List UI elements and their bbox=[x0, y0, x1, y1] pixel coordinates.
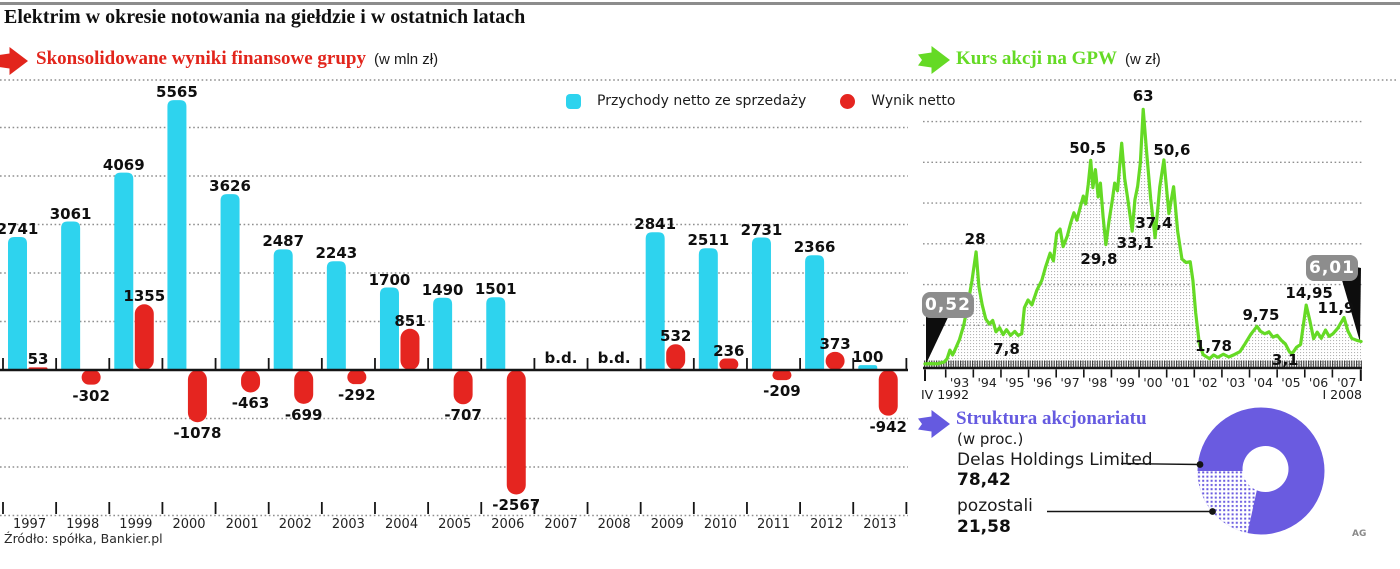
stock-area-fill bbox=[925, 109, 1362, 367]
revenue-bar bbox=[167, 100, 187, 370]
net-bar bbox=[453, 370, 473, 405]
net-bar bbox=[825, 351, 845, 370]
revenue-bar bbox=[114, 172, 134, 370]
revenue-bar bbox=[698, 248, 718, 370]
net-bar bbox=[187, 370, 207, 423]
net-bar bbox=[81, 370, 101, 385]
revenue-bar bbox=[273, 249, 293, 370]
financial-chart-unit: (w mln zł) bbox=[373, 51, 439, 68]
stock-start-badge: 0,52 bbox=[922, 292, 974, 318]
pozostali-connector-dot bbox=[1209, 508, 1216, 515]
net-bar bbox=[772, 370, 792, 381]
ownership-header: Struktura akcjonariatu bbox=[956, 408, 1147, 430]
delas-connector-line bbox=[1120, 462, 1201, 466]
financial-chart-title: Skonsolidowane wyniki finansowe grupy bbox=[36, 48, 366, 69]
financial-chart-header: Skonsolidowane wyniki finansowe grupy (w… bbox=[36, 48, 438, 70]
stock-axis-band bbox=[923, 360, 1362, 368]
net-bar bbox=[878, 370, 898, 416]
revenue-bar bbox=[220, 194, 240, 370]
net-bar bbox=[347, 370, 367, 385]
net-bar bbox=[134, 304, 154, 370]
revenue-bar bbox=[645, 232, 665, 370]
credit-initials: AG bbox=[1352, 529, 1367, 539]
revenue-bar bbox=[8, 237, 27, 370]
ownership-title: Struktura akcjonariatu bbox=[956, 408, 1147, 429]
net-bar bbox=[400, 328, 420, 370]
page-title: Elektrim w okresie notowania na giełdzie… bbox=[4, 6, 526, 28]
net-bar bbox=[666, 344, 686, 370]
donut-hole bbox=[1242, 446, 1289, 492]
net-bar bbox=[294, 370, 314, 404]
revenue-bar bbox=[805, 255, 825, 370]
stock-end-badge: 6,01 bbox=[1306, 255, 1358, 281]
top-rule bbox=[0, 2, 1400, 5]
ownership-unit: (w proc.) bbox=[957, 430, 1024, 448]
source-note: Źródło: spółka, Bankier.pl bbox=[4, 531, 163, 546]
ownership-slice-value-delas: 78,42 bbox=[957, 470, 1011, 490]
revenue-bar bbox=[751, 237, 771, 370]
financial-arrow-icon bbox=[0, 47, 28, 75]
stock-price-line bbox=[923, 107, 1363, 366]
revenue-legend-swatch bbox=[566, 93, 581, 109]
net-bar bbox=[506, 370, 526, 495]
revenue-bar bbox=[326, 261, 346, 370]
ownership-slice-value-pozostali: 21,58 bbox=[957, 517, 1011, 537]
ownership-slice-label-delas: Delas Holdings Limited bbox=[957, 450, 1153, 470]
stock-chart-header: Kurs akcji na GPW (w zł) bbox=[956, 48, 1161, 70]
net-bar bbox=[719, 358, 739, 370]
delas-connector-dot bbox=[1196, 461, 1204, 468]
revenue-bar bbox=[433, 297, 453, 370]
net-legend-swatch bbox=[840, 93, 856, 109]
stock-chart-title: Kurs akcji na GPW bbox=[956, 48, 1117, 69]
end-badge-wedge bbox=[1337, 263, 1361, 342]
revenue-bar bbox=[379, 287, 399, 370]
financial-chart-legend: Przychody netto ze sprzedaży Wynik netto bbox=[566, 93, 955, 109]
net-bar bbox=[241, 370, 261, 393]
net-legend-label: Wynik netto bbox=[871, 93, 956, 109]
revenue-bar bbox=[61, 221, 81, 370]
donut-slice-pozostali bbox=[1197, 471, 1261, 533]
ownership-arrow-icon bbox=[918, 410, 950, 438]
revenue-bar bbox=[486, 297, 506, 370]
ownership-slice-label-pozostali: pozostali bbox=[957, 496, 1033, 516]
revenue-legend-label: Przychody netto ze sprzedaży bbox=[597, 93, 807, 109]
stock-chart-unit: (w zł) bbox=[1124, 51, 1161, 68]
stock-arrow-icon bbox=[918, 46, 950, 74]
